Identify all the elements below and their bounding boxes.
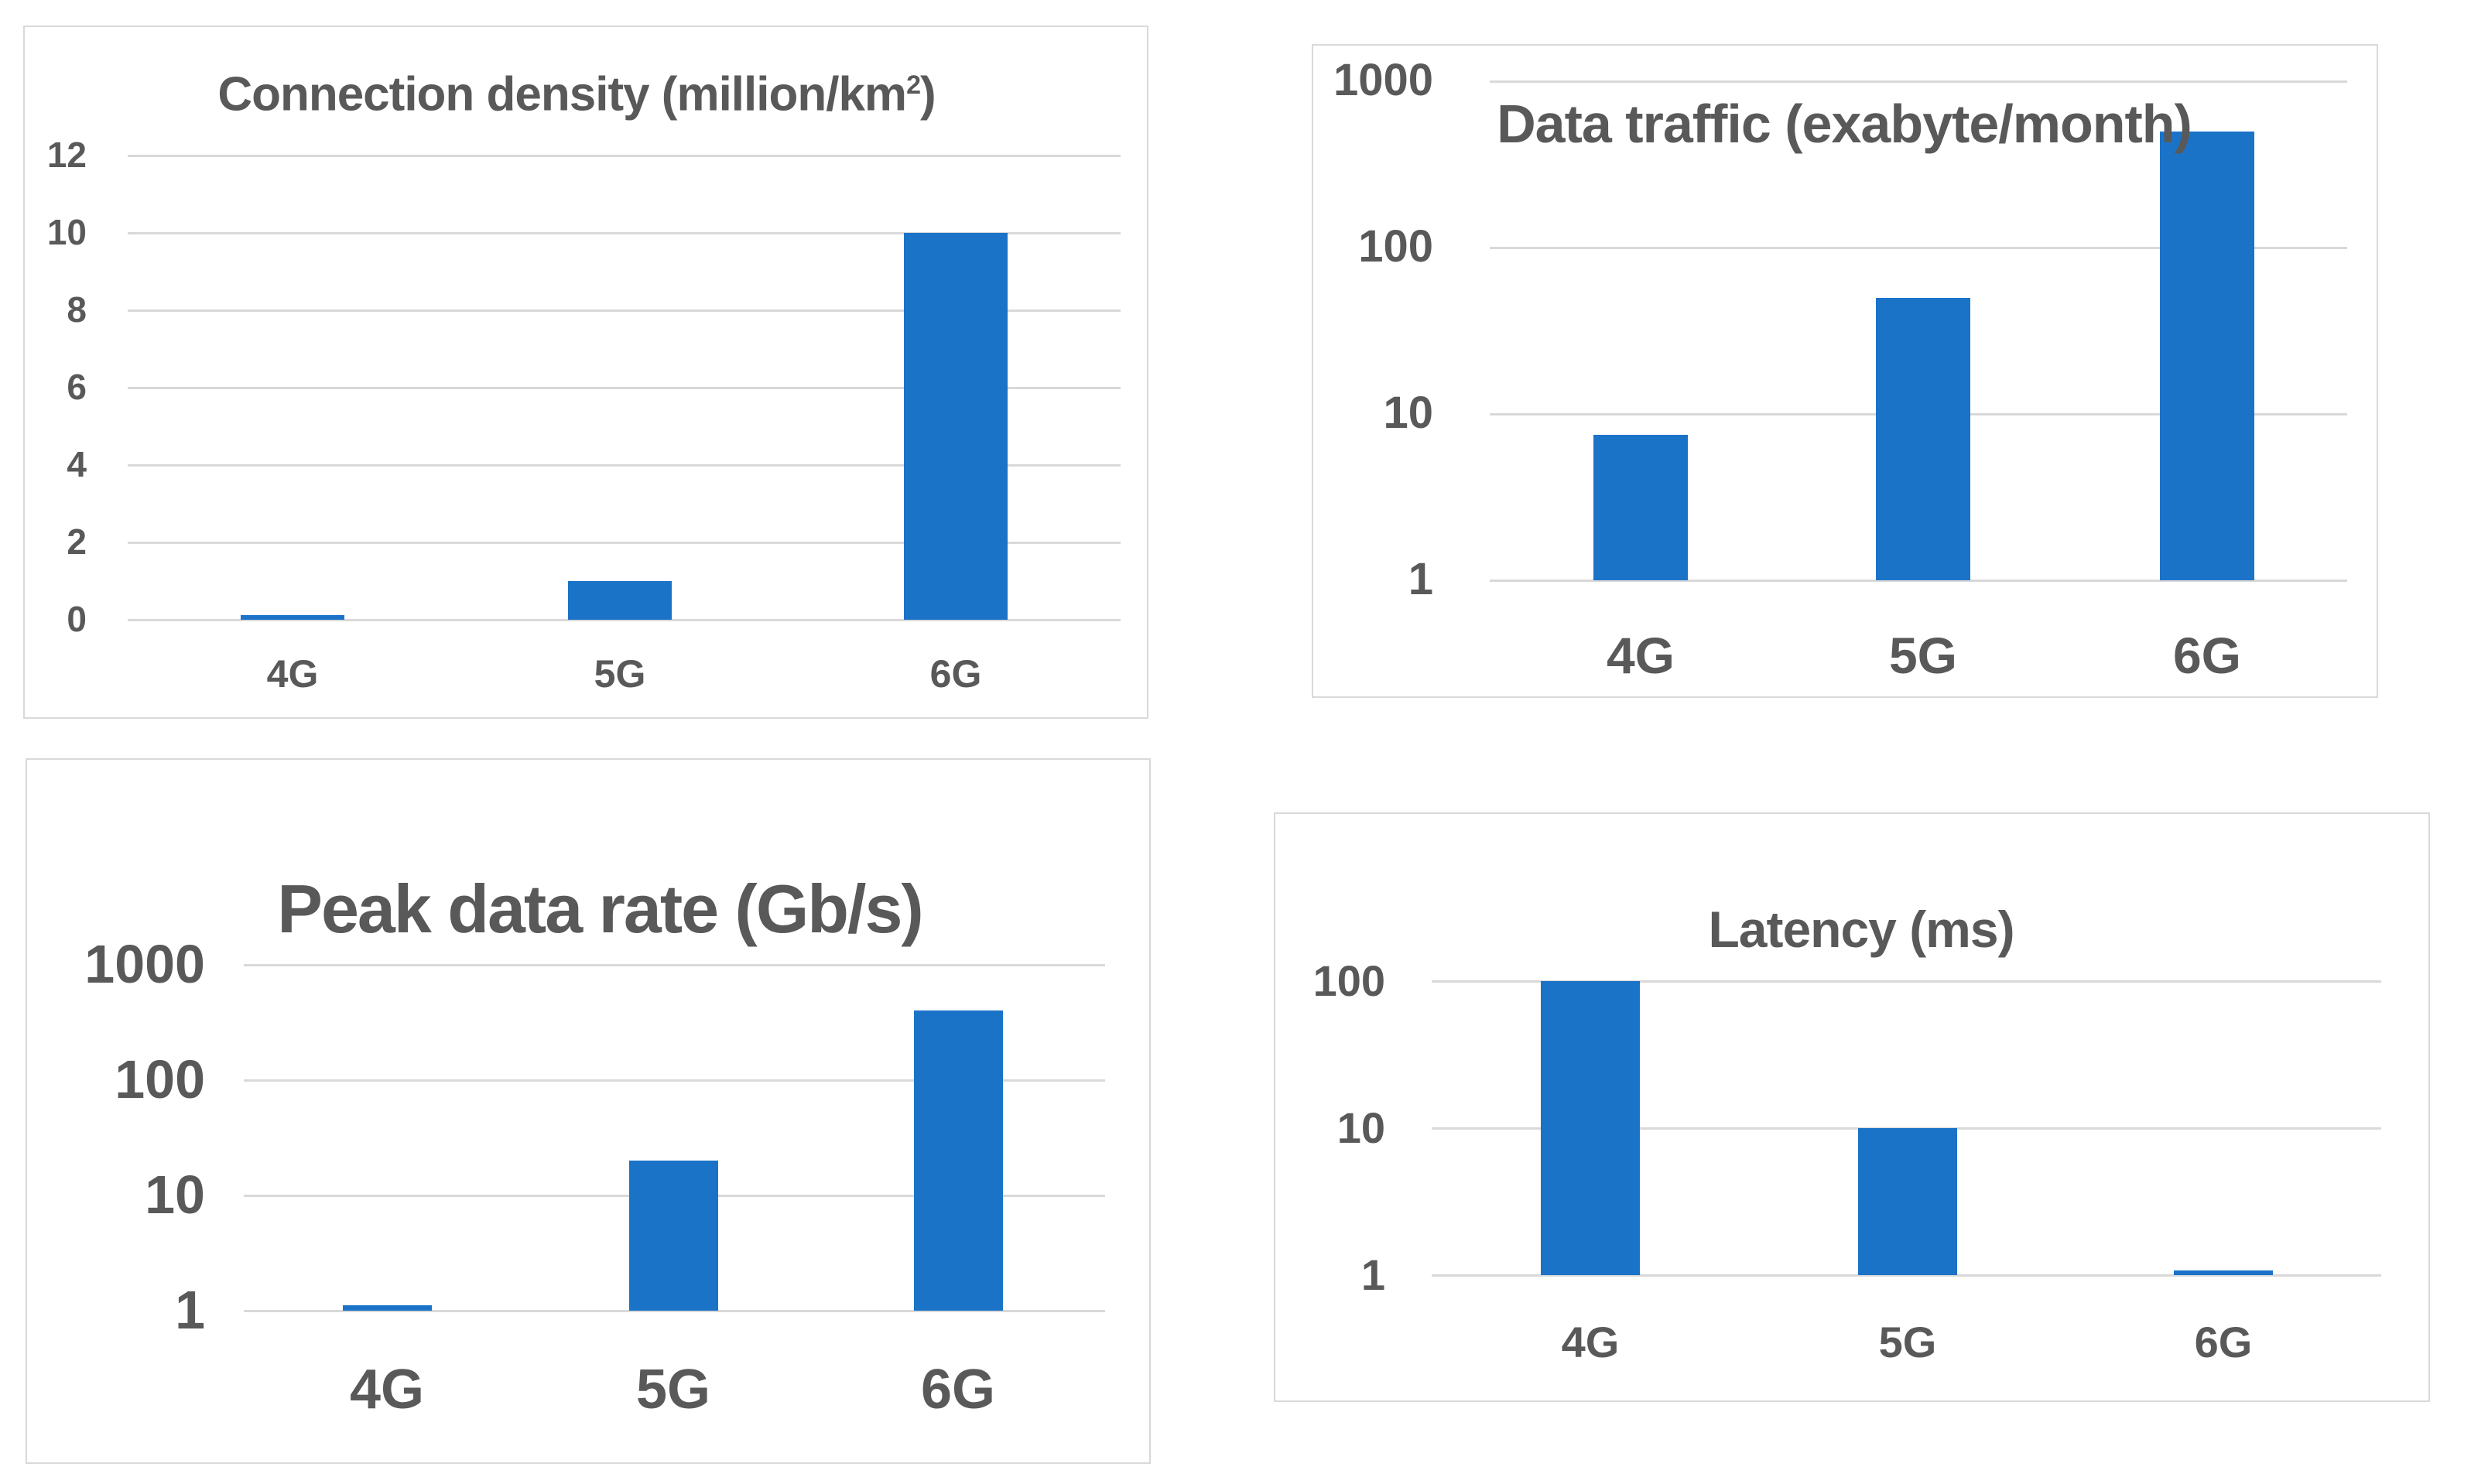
data-traffic-y-axis-label-1000: 1000 <box>1333 55 1433 105</box>
connection-density-gridline-0 <box>128 619 1121 621</box>
data-traffic-chart-title: Data traffic (exabyte/month) <box>1497 94 2192 154</box>
data-traffic-gridline-1000 <box>1490 80 2347 83</box>
peak-data-rate-gridline-1 <box>244 1310 1105 1312</box>
peak-data-rate-bar-6g <box>914 1010 1003 1311</box>
latency-y-axis-label-10: 10 <box>1336 1103 1385 1152</box>
connection-density-x-axis-label-4g: 4G <box>266 652 319 696</box>
title-text: Connection density (million/km <box>217 67 907 121</box>
connection-density-y-axis-label-0: 0 <box>67 599 87 639</box>
connection-density-y-axis-label-10: 10 <box>46 212 87 252</box>
latency-gridline-100 <box>1432 980 2381 983</box>
connection-density-gridline-4 <box>128 464 1121 467</box>
latency-x-axis-label-5g: 5G <box>1878 1318 1937 1366</box>
latency-chart-panel <box>1274 812 2430 1402</box>
data-traffic-gridline-1 <box>1490 580 2347 582</box>
connection-density-gridline-6 <box>128 387 1121 389</box>
peak-data-rate-gridline-100 <box>244 1079 1105 1082</box>
connection-density-y-axis-label-4: 4 <box>67 444 87 484</box>
peak-data-rate-chart-title: Peak data rate (Gb/s) <box>277 870 923 947</box>
data-traffic-y-axis-label-1: 1 <box>1408 554 1433 604</box>
latency-bar-4g <box>1541 981 1640 1275</box>
peak-data-rate-y-axis-label-1: 1 <box>175 1280 205 1340</box>
peak-data-rate-bar-4g <box>343 1305 432 1311</box>
data-traffic-gridline-100 <box>1490 247 2347 249</box>
data-traffic-y-axis-label-10: 10 <box>1383 388 1433 438</box>
title-text-close: ) <box>920 67 936 121</box>
latency-y-axis-label-1: 1 <box>1360 1250 1385 1299</box>
latency-bar-5g <box>1858 1128 1957 1275</box>
connection-density-bar-4g <box>241 615 344 620</box>
data-traffic-bar-5g <box>1876 298 1970 580</box>
latency-bar-6g <box>2174 1270 2273 1275</box>
connection-density-x-axis-label-6g: 6G <box>929 652 982 696</box>
connection-density-chart-title: Connection density (million/km2) <box>112 56 1041 124</box>
latency-x-axis-label-6g: 6G <box>2194 1318 2253 1366</box>
latency-chart-title: Latency (ms) <box>1708 901 2014 958</box>
connection-density-gridline-10 <box>128 232 1121 234</box>
connection-density-y-axis-label-2: 2 <box>67 521 87 562</box>
connection-density-x-axis-label-5g: 5G <box>594 652 646 696</box>
data-traffic-x-axis-label-4g: 4G <box>1606 627 1675 684</box>
peak-data-rate-y-axis-label-10: 10 <box>145 1164 205 1225</box>
data-traffic-x-axis-label-5g: 5G <box>1888 627 1958 684</box>
connection-density-y-axis-label-12: 12 <box>46 135 87 175</box>
title-superscript: 2 <box>906 70 921 100</box>
connection-density-gridline-12 <box>128 155 1121 157</box>
data-traffic-bar-6g <box>2160 132 2254 580</box>
connection-density-gridline-2 <box>128 542 1121 544</box>
data-traffic-x-axis-label-6g: 6G <box>2172 627 2242 684</box>
peak-data-rate-y-axis-label-100: 100 <box>115 1049 205 1110</box>
connection-density-bar-5g <box>568 581 672 620</box>
latency-y-axis-label-100: 100 <box>1313 956 1385 1005</box>
latency-x-axis-label-4g: 4G <box>1561 1318 1620 1366</box>
connection-density-y-axis-label-8: 8 <box>67 289 87 330</box>
peak-data-rate-x-axis-label-6g: 6G <box>920 1359 996 1421</box>
data-traffic-bar-4g <box>1593 435 1688 580</box>
peak-data-rate-x-axis-label-5g: 5G <box>635 1359 711 1421</box>
peak-data-rate-bar-5g <box>629 1161 718 1311</box>
peak-data-rate-gridline-1000 <box>244 964 1105 966</box>
peak-data-rate-x-axis-label-4g: 4G <box>349 1359 425 1421</box>
connection-density-bar-6g <box>904 233 1008 620</box>
latency-gridline-1 <box>1432 1274 2381 1277</box>
data-traffic-y-axis-label-100: 100 <box>1358 221 1433 272</box>
connection-density-gridline-8 <box>128 309 1121 312</box>
peak-data-rate-y-axis-label-1000: 1000 <box>84 934 205 994</box>
connection-density-y-axis-label-6: 6 <box>67 367 87 407</box>
